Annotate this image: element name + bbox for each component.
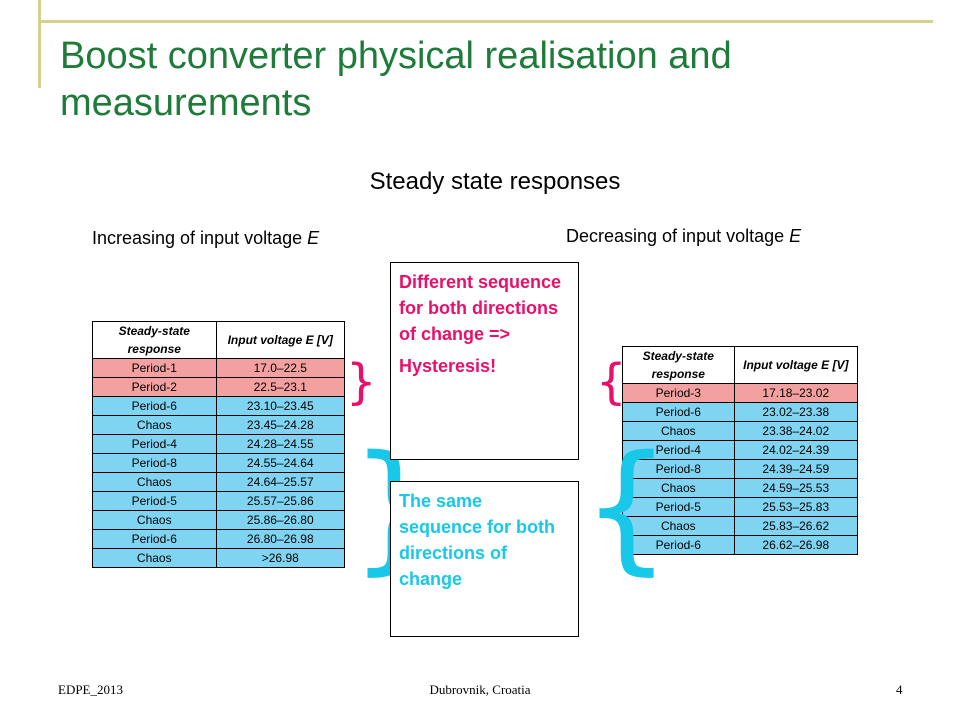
cell-response: Period-6 (92, 529, 217, 549)
table-row: Chaos 24.64–25.57 (92, 472, 346, 492)
cell-voltage: 22.5–23.1 (215, 377, 346, 397)
cell-voltage: 17.18–23.02 (733, 383, 859, 403)
slide-subtitle: Steady state responses (369, 168, 621, 195)
cell-response: Period-2 (92, 377, 217, 397)
callout-different-sequence: Different sequence for both directions o… (399, 272, 562, 344)
cell-voltage: 26.62–26.98 (733, 535, 859, 555)
cell-voltage: 24.59–25.53 (733, 478, 859, 498)
callout-hysteresis: Hysteresis! (399, 356, 497, 376)
cell-voltage: 25.53–25.83 (733, 497, 859, 517)
table-row: Chaos >26.98 (92, 548, 346, 568)
table-row: Period-3 17.18–23.02 (622, 383, 859, 403)
cell-response: Chaos (622, 421, 735, 441)
left-label-variable: E (307, 228, 320, 248)
table-row: Period-2 22.5–23.1 (92, 377, 346, 397)
cell-voltage: 23.02–23.38 (733, 402, 859, 422)
cell-voltage: 25.86–26.80 (215, 510, 346, 530)
cell-response: Period-1 (92, 358, 217, 378)
table-row: Chaos 23.45–24.28 (92, 415, 346, 435)
table-header-row: Steady-state response Input voltage E [V… (92, 321, 346, 359)
cell-response: Period-4 (92, 434, 217, 454)
page-number: 4 (896, 682, 903, 697)
left-section-label: Increasing of input voltage E (92, 228, 319, 249)
cell-response: Chaos (92, 548, 217, 568)
cell-voltage: 24.28–24.55 (215, 434, 346, 454)
cell-response: Period-6 (92, 396, 217, 416)
header-response: Steady-state response (622, 346, 735, 384)
slide-title: Boost converter physical realisation and… (60, 35, 732, 124)
table-row: Period-4 24.28–24.55 (92, 434, 346, 454)
header-voltage: Input voltage E [V] (215, 321, 346, 359)
cell-response: Period-6 (622, 402, 735, 422)
header-response: Steady-state response (92, 321, 217, 359)
table-row: Chaos 25.86–26.80 (92, 510, 346, 530)
cell-response: Chaos (92, 510, 217, 530)
header-voltage: Input voltage E [V] (733, 346, 859, 384)
cell-voltage: 26.80–26.98 (215, 529, 346, 549)
cell-voltage: 24.02–24.39 (733, 440, 859, 460)
cell-response: Chaos (92, 472, 217, 492)
table-row: Period-6 23.10–23.45 (92, 396, 346, 416)
right-label-text: Decreasing of input voltage (566, 226, 790, 246)
cell-voltage: 23.45–24.28 (215, 415, 346, 435)
cell-response: Period-8 (622, 459, 735, 479)
cell-voltage: 17.0–22.5 (215, 358, 346, 378)
left-label-text: Increasing of input voltage (92, 228, 308, 248)
table-row: Chaos 23.38–24.02 (622, 421, 859, 441)
footer-location: Dubrovnik, Croatia (429, 682, 531, 697)
right-section-label: Decreasing of input voltage E (566, 226, 801, 247)
cell-response: Chaos (92, 415, 217, 435)
table-row: Period-6 26.80–26.98 (92, 529, 346, 549)
cell-voltage: 24.55–24.64 (215, 453, 346, 473)
table-row: Period-6 23.02–23.38 (622, 402, 859, 422)
table-row: Period-1 17.0–22.5 (92, 358, 346, 378)
right-label-variable: E (789, 226, 802, 246)
cell-voltage: 24.39–24.59 (733, 459, 859, 479)
brace-left-pink: } (346, 354, 377, 410)
cell-response: Period-8 (92, 453, 217, 473)
cell-voltage: 25.83–26.62 (733, 516, 859, 536)
table-row: Period-8 24.39–24.59 (622, 459, 859, 479)
decreasing-voltage-table: Steady-state response Input voltage E [V… (622, 346, 859, 555)
cell-response: Period-3 (622, 383, 735, 403)
table-row: Period-8 24.55–24.64 (92, 453, 346, 473)
footer-event: EDPE_2013 (58, 682, 123, 697)
table-row: Chaos 25.83–26.62 (622, 516, 859, 536)
title-decoration-vertical (38, 0, 41, 88)
cell-voltage: 23.38–24.02 (733, 421, 859, 441)
same-sequence-callout: The same sequence for both directions of… (390, 481, 579, 637)
cell-response: Period-5 (92, 491, 217, 511)
hysteresis-callout: Different sequence for both directions o… (390, 262, 579, 460)
cell-voltage: 23.10–23.45 (215, 396, 346, 416)
table-row: Period-5 25.57–25.86 (92, 491, 346, 511)
cell-voltage: 25.57–25.86 (215, 491, 346, 511)
cell-voltage: 24.64–25.57 (215, 472, 346, 492)
increasing-voltage-table: Steady-state response Input voltage E [V… (92, 321, 346, 568)
brace-right-pink: { (596, 354, 627, 410)
cell-voltage: >26.98 (215, 548, 346, 568)
brace-right-cyan: { (582, 426, 672, 589)
table-row: Chaos 24.59–25.53 (622, 478, 859, 498)
cell-response: Chaos (622, 478, 735, 498)
table-row: Period-6 26.62–26.98 (622, 535, 859, 555)
table-header-row: Steady-state response Input voltage E [V… (622, 346, 859, 384)
title-decoration-horizontal (38, 20, 933, 23)
